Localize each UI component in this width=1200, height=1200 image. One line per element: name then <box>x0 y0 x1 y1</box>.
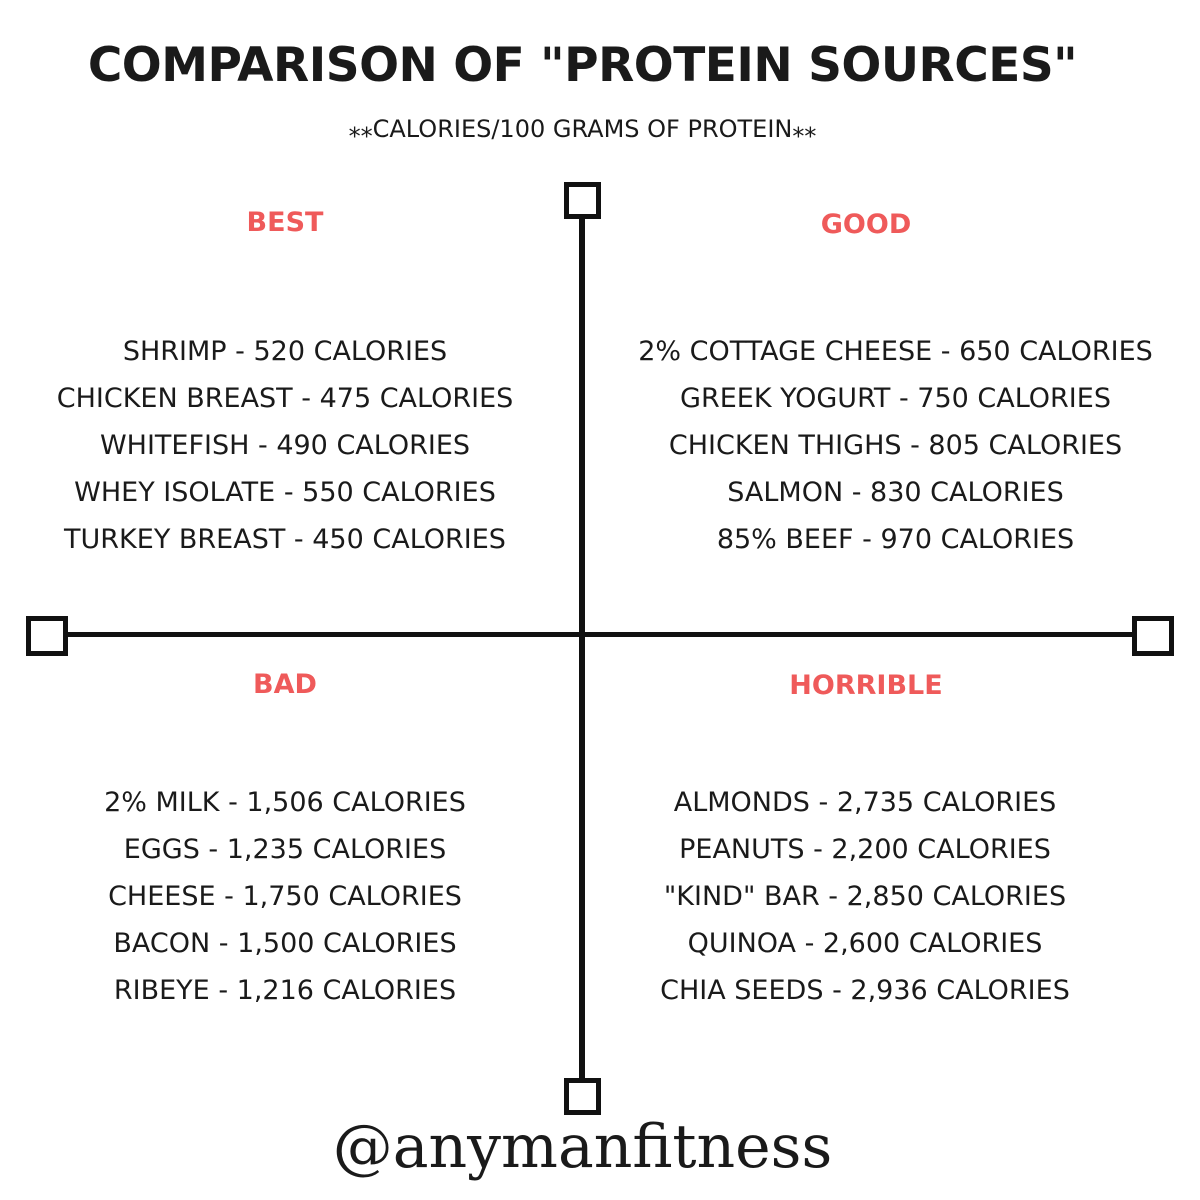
axis-end-square-right <box>1132 616 1174 656</box>
quadrant-list-bad: 2% MILK - 1,506 CALORIES EGGS - 1,235 CA… <box>0 779 570 1014</box>
quadrant-list-good: 2% COTTAGE CHEESE - 650 CALORIES GREEK Y… <box>598 328 1193 563</box>
axis-end-square-bottom <box>564 1078 601 1115</box>
quadrant-label-bad: BAD <box>253 669 317 700</box>
list-item: "KIND" BAR - 2,850 CALORIES <box>663 881 1067 912</box>
list-item: SHRIMP - 520 CALORIES <box>122 336 448 367</box>
list-item: CHEESE - 1,750 CALORIES <box>108 881 462 912</box>
list-item: ALMONDS - 2,735 CALORIES <box>673 787 1057 818</box>
quadrant-list-horrible: ALMONDS - 2,735 CALORIES PEANUTS - 2,200… <box>600 779 1130 1014</box>
list-item: WHITEFISH - 490 CALORIES <box>99 430 471 461</box>
list-item: EGGS - 1,235 CALORIES <box>123 834 447 865</box>
list-item: SALMON - 830 CALORIES <box>727 477 1064 508</box>
list-item: CHICKEN THIGHS - 805 CALORIES <box>668 430 1123 461</box>
page-subtitle: ⁎⁎CALORIES/100 GRAMS OF PROTEIN⁎⁎ <box>348 115 817 143</box>
list-item: QUINOA - 2,600 CALORIES <box>687 928 1043 959</box>
quadrant-label-best: BEST <box>246 207 324 238</box>
horizontal-axis <box>66 632 1134 637</box>
list-item: 2% MILK - 1,506 CALORIES <box>104 787 466 818</box>
list-item: WHEY ISOLATE - 550 CALORIES <box>74 477 496 508</box>
list-item: 2% COTTAGE CHEESE - 650 CALORIES <box>638 336 1153 367</box>
list-item: TURKEY BREAST - 450 CALORIES <box>64 524 506 555</box>
list-item: PEANUTS - 2,200 CALORIES <box>679 834 1051 865</box>
list-item: RIBEYE - 1,216 CALORIES <box>113 975 457 1006</box>
list-item: 85% BEEF - 970 CALORIES <box>716 524 1075 555</box>
vertical-axis <box>579 217 585 1082</box>
list-item: CHIA SEEDS - 2,936 CALORIES <box>660 975 1070 1006</box>
quadrant-label-good: GOOD <box>820 209 912 240</box>
quadrant-list-best: SHRIMP - 520 CALORIES CHICKEN BREAST - 4… <box>0 328 570 563</box>
quadrant-label-horrible: HORRIBLE <box>789 670 943 701</box>
page-title: COMPARISON OF "PROTEIN SOURCES" <box>87 38 1078 93</box>
list-item: BACON - 1,500 CALORIES <box>113 928 457 959</box>
list-item: GREEK YOGURT - 750 CALORIES <box>680 383 1111 414</box>
axis-end-square-left <box>26 616 68 656</box>
list-item: CHICKEN BREAST - 475 CALORIES <box>56 383 514 414</box>
axis-end-square-top <box>564 182 601 219</box>
social-handle: @anymanfitness <box>332 1112 833 1182</box>
